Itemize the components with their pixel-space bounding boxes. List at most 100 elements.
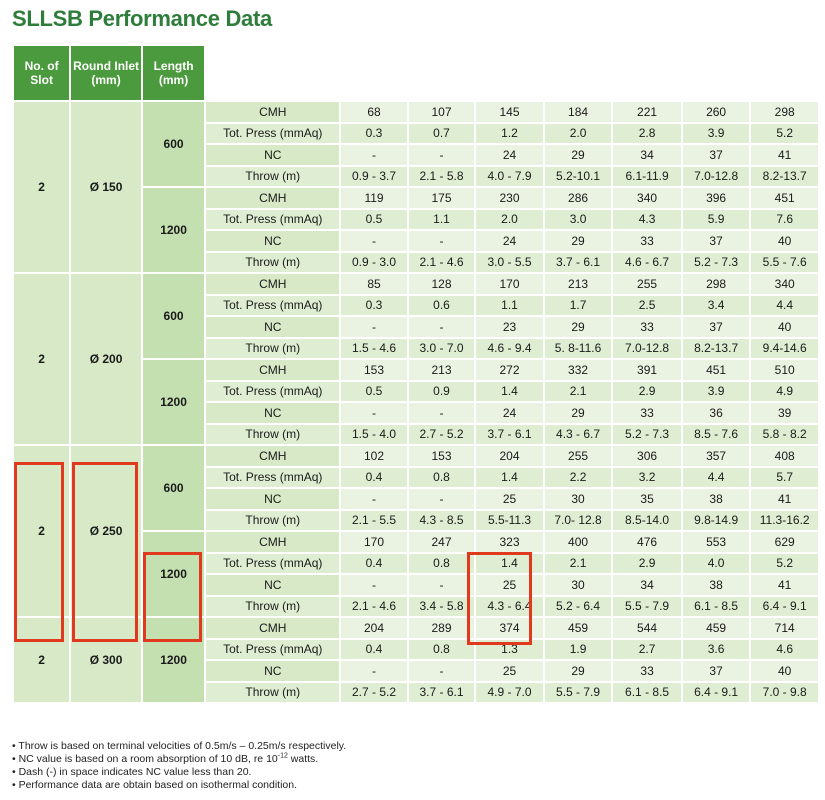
value-cell: 7.0-12.8 [611, 336, 683, 360]
value-cell: 2.0 [474, 207, 545, 231]
value-cell: 7.6 [749, 207, 820, 231]
value-cell: 25 [474, 659, 545, 683]
value-cell: 3.7 - 6.1 [474, 422, 545, 446]
value-cell: 5.5-11.3 [474, 508, 545, 532]
value-cell: - [406, 229, 477, 253]
value-cell: 0.4 [339, 465, 409, 489]
value-cell: 153 [406, 444, 477, 468]
value-cell: 7.0-12.8 [680, 164, 752, 188]
row-label: Tot. Press (mmAq) [204, 121, 342, 145]
value-cell: 2.1 - 5.8 [406, 164, 477, 188]
row-label: Tot. Press (mmAq) [204, 551, 342, 575]
value-cell: 29 [542, 229, 614, 253]
value-cell: 5.9 [680, 207, 752, 231]
value-cell: 33 [611, 659, 683, 683]
performance-table-wrap: No. of Slot Round Inlet (mm) Length (mm)… [11, 44, 820, 704]
table-row: 1200 CMH 170 247 323 400 476 553 629 [13, 530, 820, 618]
value-cell: 3.9 [680, 121, 752, 145]
value-cell: 2.9 [611, 379, 683, 403]
slot-cell: 2 [11, 272, 72, 446]
value-cell: 2.5 [611, 293, 683, 317]
value-cell: 38 [680, 487, 752, 511]
value-cell: 36 [680, 401, 752, 425]
value-cell: 0.3 [339, 121, 409, 145]
row-label: Throw (m) [204, 422, 342, 446]
value-cell: 24 [474, 229, 545, 253]
value-cell: 145 [474, 100, 545, 124]
row-label: NC [204, 487, 342, 511]
value-cell: 3.4 [680, 293, 752, 317]
value-cell: 1.5 - 4.6 [339, 336, 409, 360]
value-cell: 2.8 [611, 121, 683, 145]
value-cell: 272 [474, 358, 545, 382]
row-label: NC [204, 401, 342, 425]
row-label: Throw (m) [204, 680, 342, 704]
value-cell: 23 [474, 315, 545, 339]
inlet-cell: Ø 200 [69, 272, 143, 446]
value-cell: 0.6 [406, 293, 477, 317]
value-cell: 2.7 - 5.2 [339, 680, 409, 704]
length-cell: 600 [140, 100, 207, 188]
value-cell: 4.6 [749, 637, 820, 661]
value-cell: 40 [749, 229, 820, 253]
value-cell: 24 [474, 401, 545, 425]
value-cell: 30 [542, 487, 614, 511]
table-row: NC - -24 29 34 37 41 [13, 143, 820, 167]
value-cell: 204 [339, 616, 409, 640]
row-label: CMH [204, 616, 342, 640]
value-cell: 4.0 - 7.9 [474, 164, 545, 188]
length-cell: 1200 [140, 530, 207, 618]
value-cell: 1.1 [474, 293, 545, 317]
value-cell: - [406, 487, 477, 511]
value-cell: 37 [680, 143, 752, 167]
value-cell: 2.7 [611, 637, 683, 661]
value-cell: 374 [474, 616, 545, 640]
value-cell: 0.5 [339, 207, 409, 231]
value-cell: 11.3-16.2 [749, 508, 820, 532]
value-cell: 1.9 [542, 637, 614, 661]
value-cell: 2.2 [542, 465, 614, 489]
value-cell: 629 [749, 530, 820, 554]
value-cell: 0.8 [406, 637, 477, 661]
value-cell: 340 [749, 272, 820, 296]
value-cell: 3.2 [611, 465, 683, 489]
value-cell: 9.4-14.6 [749, 336, 820, 360]
value-cell: 6.1 - 8.5 [680, 594, 752, 618]
row-label: Tot. Press (mmAq) [204, 637, 342, 661]
value-cell: 41 [749, 487, 820, 511]
value-cell: 30 [542, 573, 614, 597]
value-cell: 7.0 - 9.8 [749, 680, 820, 704]
value-cell: 451 [749, 186, 820, 210]
row-label: Throw (m) [204, 250, 342, 274]
row-label: CMH [204, 530, 342, 554]
row-label: Tot. Press (mmAq) [204, 379, 342, 403]
row-label: CMH [204, 358, 342, 382]
value-cell: 0.9 - 3.7 [339, 164, 409, 188]
note-4: • Performance data are obtain based on i… [12, 779, 298, 791]
value-cell: 37 [680, 659, 752, 683]
value-cell: 33 [611, 401, 683, 425]
value-cell: 0.5 [339, 379, 409, 403]
row-label: CMH [204, 100, 342, 124]
value-cell: 213 [406, 358, 477, 382]
value-cell: 4.4 [749, 293, 820, 317]
table-row: NC - -24 29 33 37 40 [13, 229, 820, 253]
length-cell: 1200 [140, 186, 207, 274]
value-cell: 4.3 [611, 207, 683, 231]
header-slot: No. of Slot [11, 44, 72, 102]
value-cell: 1.4 [474, 551, 545, 575]
slot-cell: 2 [11, 444, 72, 618]
value-cell: - [339, 659, 409, 683]
value-cell: 38 [680, 573, 752, 597]
value-cell: 33 [611, 315, 683, 339]
inlet-cell: Ø 300 [69, 616, 143, 704]
value-cell: 247 [406, 530, 477, 554]
row-label: CMH [204, 444, 342, 468]
value-cell: 400 [542, 530, 614, 554]
value-cell: 204 [474, 444, 545, 468]
value-cell: 68 [339, 100, 409, 124]
table-row: 1200 CMH 119 175 230 286 340 396 451 [13, 186, 820, 274]
value-cell: 332 [542, 358, 614, 382]
value-cell: 6.1-11.9 [611, 164, 683, 188]
